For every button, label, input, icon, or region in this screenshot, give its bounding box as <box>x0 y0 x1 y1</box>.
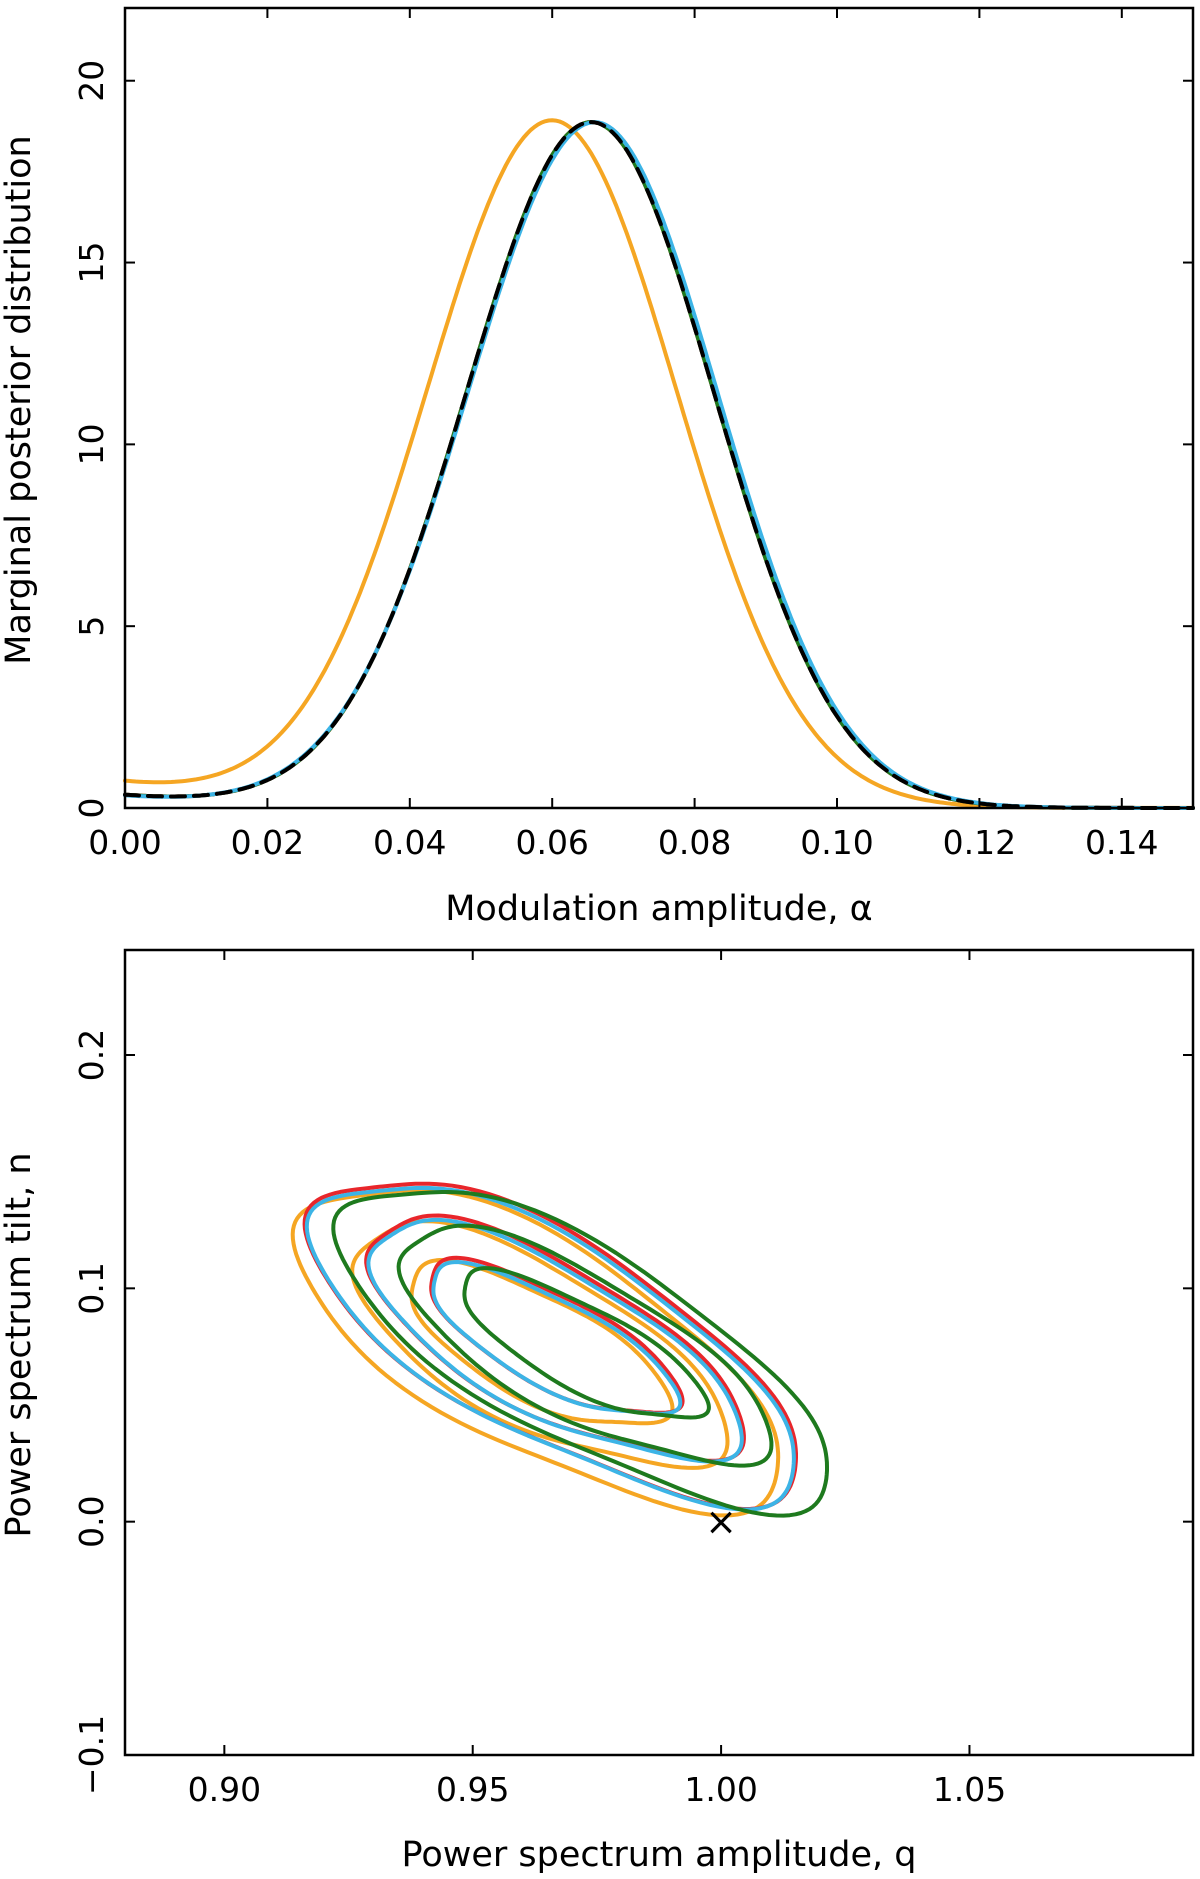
top-y-axis-label: Marginal posterior distribution <box>0 135 39 664</box>
top-x-tick-label: 0.14 <box>1085 823 1158 862</box>
density-curve-black-dashed <box>123 120 1195 810</box>
top-y-tick-label: 5 <box>72 616 111 637</box>
bottom-y-tick-label: −0.1 <box>72 1715 111 1795</box>
contour-green-level-3 <box>331 1190 829 1518</box>
top-x-tick-label: 0.12 <box>943 823 1016 862</box>
contour-green-level-1 <box>462 1266 711 1420</box>
top-x-axis-label: Modulation amplitude, α <box>445 889 873 929</box>
top-x-tick-label: 0.02 <box>231 823 304 862</box>
density-curve-blue <box>123 120 1195 810</box>
density-curve-red <box>123 120 1195 810</box>
bottom-plot-frame <box>123 948 1195 1757</box>
bottom-y-tick-label: 0.1 <box>72 1262 111 1314</box>
top-x-tick-label: 0.04 <box>373 823 446 862</box>
bottom-x-tick-label: 0.95 <box>436 1770 509 1809</box>
top-ticks: 0.00 0.02 0.04 0.06 0.08 0.10 0.12 0.14 0 5 10 15 20 <box>72 8 1193 862</box>
top-plot-frame <box>123 6 1195 810</box>
bottom-x-tick-label: 0.90 <box>188 1770 261 1809</box>
top-panel-density-plot: 0.00 0.02 0.04 0.06 0.08 0.10 0.12 0.14 0 5 10 15 20… <box>0 6 1195 929</box>
density-curve-green <box>123 120 1195 810</box>
top-y-tick-label: 20 <box>72 60 111 102</box>
top-x-tick-label: 0.06 <box>515 823 588 862</box>
top-y-tick-label: 0 <box>72 798 111 819</box>
bottom-x-tick-label: 1.05 <box>933 1770 1006 1809</box>
contour-blue-level-3 <box>304 1185 796 1512</box>
contour-orange-level-1 <box>409 1258 675 1426</box>
top-y-tick-label: 15 <box>72 242 111 284</box>
top-curves <box>123 118 1195 810</box>
bottom-ticks: 0.90 0.95 1.00 1.05 −0.1 0.0 0.1 0.2 <box>72 950 1193 1809</box>
bottom-x-tick-label: 1.00 <box>684 1770 757 1809</box>
bottom-y-tick-label: 0.0 <box>72 1495 111 1547</box>
contour-blue-level-1 <box>431 1260 683 1416</box>
bottom-panel-contour-plot: × 0.90 0.95 1.00 1.05 −0.1 0.0 0.1 0.2 Power sp… <box>0 948 1195 1875</box>
top-x-tick-label: 0.00 <box>88 823 161 862</box>
contour-green-level-2 <box>396 1223 774 1468</box>
reference-marker: × <box>705 1500 737 1544</box>
top-x-tick-label: 0.08 <box>658 823 731 862</box>
top-y-tick-label: 10 <box>72 423 111 465</box>
bottom-y-axis-label: Power spectrum tilt, n <box>0 1152 39 1537</box>
top-x-tick-label: 0.10 <box>800 823 873 862</box>
bottom-y-tick-label: 0.2 <box>72 1029 111 1081</box>
contour-blue-level-2 <box>366 1217 744 1464</box>
bottom-x-axis-label: Power spectrum amplitude, q <box>401 1835 916 1875</box>
bottom-contours <box>290 1181 829 1518</box>
